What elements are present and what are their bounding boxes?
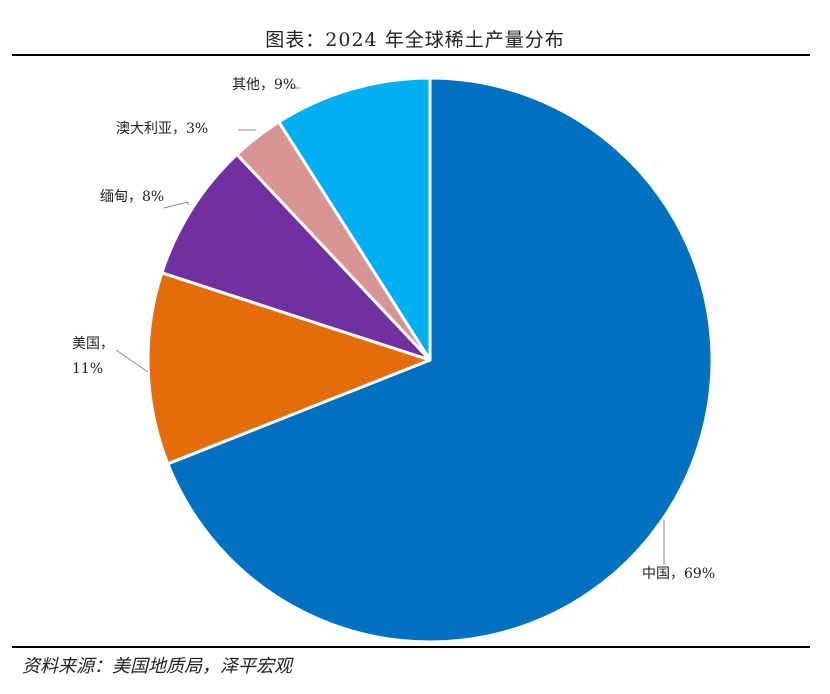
pie-slice-other xyxy=(277,76,432,362)
leader-line-usa xyxy=(115,349,149,373)
bottom-rule xyxy=(12,646,810,648)
pie-slice-usa xyxy=(146,271,432,466)
slice-label-usa-line2: 11% xyxy=(72,361,103,377)
top-rule xyxy=(12,54,810,56)
pie-slices xyxy=(146,76,714,644)
slice-label-australia: 澳大利亚，3% xyxy=(116,121,208,137)
leader-lines xyxy=(115,87,665,565)
leader-line-myanmar xyxy=(163,201,189,209)
slice-label-usa-line1: 美国， xyxy=(72,336,114,352)
slice-label-china: 中国，69% xyxy=(642,566,715,582)
pie-slice-china xyxy=(166,76,714,644)
pie-slice-myanmar xyxy=(160,152,432,362)
slice-label-other: 其他，9% xyxy=(232,77,296,93)
slice-label-myanmar: 缅甸，8% xyxy=(100,189,164,205)
chart-title: 图表：2024 年全球稀土产量分布 xyxy=(265,29,565,51)
source-note: 资料来源：美国地质局，泽平宏观 xyxy=(22,656,292,677)
